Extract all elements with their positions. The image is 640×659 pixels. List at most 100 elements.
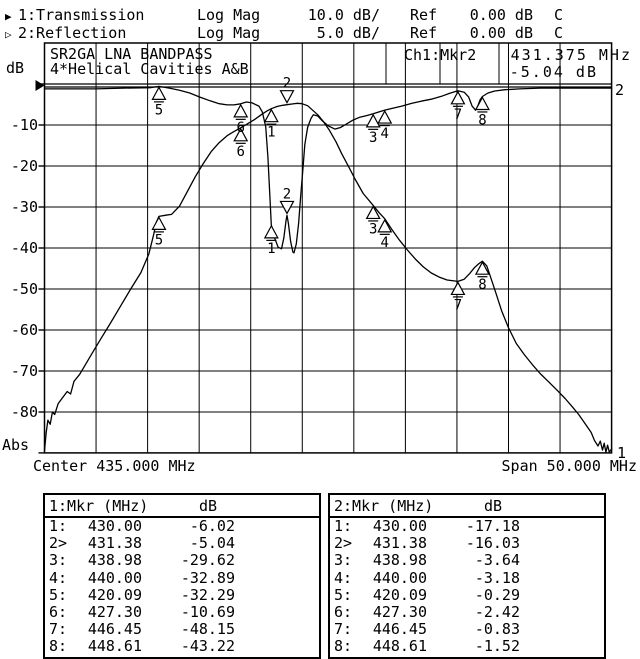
- marker-level-cell: -0.29: [474, 585, 520, 604]
- marker-number-trace2: 4: [381, 126, 389, 142]
- marker-frequency-cell: 448.61: [87, 637, 142, 656]
- marker-frequency-cell: 430.00: [87, 517, 142, 535]
- marker-number-trace2: 7: [454, 107, 462, 123]
- marker-number-trace2: 8: [478, 112, 486, 128]
- marker-number-trace1: 5: [155, 232, 163, 248]
- marker-number-cell: 4:: [49, 568, 68, 587]
- marker-level-cell: -32.89: [180, 568, 235, 587]
- marker-table-trace1: 1:Mkr (MHz) dB 1: 430.00 -6.02 2> 431.38 -5.04 3…: [43, 493, 321, 659]
- marker-triangle-trace1: [151, 216, 167, 230]
- trace2-ref-label: Ref: [410, 24, 438, 42]
- active-marker-value: -5.04 dB: [510, 63, 598, 81]
- y-tick-label: -40: [11, 239, 38, 257]
- marker-triangle-trace1: [474, 260, 490, 275]
- trace2-label: 2:Reflection: [18, 24, 127, 42]
- table-channel-header: 1:Mkr (MHz): [49, 496, 149, 515]
- marker-table-row: 7: 446.45 -48.15: [45, 620, 319, 639]
- trace2-ref-value: 0.00 dB: [469, 24, 533, 42]
- marker-frequency-cell: 440.00: [87, 568, 142, 587]
- trace1-edge-label: 1: [617, 444, 626, 462]
- marker-number-cell: 2>: [334, 534, 353, 553]
- marker-frequency-cell: 430.00: [372, 517, 427, 535]
- marker-number-cell: 6:: [334, 602, 353, 621]
- marker-frequency-cell: 448.61: [372, 637, 427, 656]
- marker-frequency-cell: 420.09: [372, 585, 427, 604]
- marker-number-cell: 7:: [49, 620, 68, 639]
- trace2-format: Log Mag: [197, 24, 261, 42]
- marker-number-trace2: 5: [155, 102, 163, 118]
- marker-frequency-cell: 438.98: [87, 551, 142, 570]
- marker-level-cell: -48.15: [180, 620, 235, 639]
- marker-level-cell: -17.18: [465, 517, 520, 535]
- trace2-scale: 5.0 dB/: [316, 24, 380, 42]
- marker-table-row: 2> 431.38 -5.04: [45, 534, 319, 553]
- marker-triangle-trace2: [263, 224, 279, 239]
- y-axis-unit: dB: [6, 59, 24, 77]
- marker-table-row: 1: 430.00 -6.02: [45, 517, 319, 535]
- marker-level-cell: -3.18: [474, 568, 520, 587]
- trace1-cal-indicator: C: [554, 6, 564, 24]
- marker-number-cell: 4:: [334, 568, 353, 587]
- marker-frequency-cell: 420.09: [87, 585, 142, 604]
- marker-number-cell: 6:: [49, 602, 68, 621]
- marker-level-cell: -29.62: [180, 551, 235, 570]
- marker-number-cell: 1:: [334, 517, 353, 535]
- trace1-format: Log Mag: [197, 6, 261, 24]
- y-tick-label: -20: [11, 157, 38, 175]
- marker-number-cell: 7:: [334, 620, 353, 639]
- trace1-ref-label: Ref: [410, 6, 438, 24]
- y-tick-label: -70: [11, 362, 38, 380]
- marker-number-trace1: 4: [381, 235, 389, 251]
- y-tick-label: -30: [11, 198, 38, 216]
- marker-frequency-cell: 431.38: [87, 534, 142, 553]
- trace2-cal-indicator: C: [554, 24, 564, 42]
- marker-number-trace1: 7: [454, 297, 462, 313]
- y-tick-label: -80: [11, 403, 38, 421]
- marker-number-cell: 5:: [334, 585, 353, 604]
- marker-number-cell: 1:: [49, 517, 68, 535]
- center-frequency-label: Center 435.000 MHz: [33, 457, 196, 475]
- marker-number-trace2: 3: [369, 130, 377, 146]
- marker-number-cell: 8:: [334, 637, 353, 656]
- marker-table-row: 5: 420.09 -32.29: [45, 585, 319, 604]
- marker-level-cell: -6.02: [189, 517, 235, 535]
- plot-title-line2: 4*Helical Cavities A&B: [50, 60, 249, 78]
- marker-frequency-cell: 438.98: [372, 551, 427, 570]
- marker-table-row: 8: 448.61 -43.22: [45, 638, 319, 655]
- trace2-inactive-arrow-icon: ▷: [5, 28, 12, 41]
- channel-marker-label: Ch1:Mkr2: [404, 46, 476, 64]
- active-marker-triangle-trace2: [279, 200, 295, 215]
- marker-level-cell: -0.83: [474, 620, 520, 639]
- marker-number-trace2: 6: [236, 120, 244, 136]
- trace1-label: 1:Transmission: [18, 6, 145, 24]
- marker-level-cell: -2.42: [474, 602, 520, 621]
- marker-triangle-trace1: [365, 205, 381, 220]
- marker-table-row: 4: 440.00 -3.18: [330, 568, 604, 587]
- trace1-scale: 10.0 dB/: [307, 6, 380, 24]
- y-tick-label: -50: [11, 280, 38, 298]
- active-marker-frequency: 431.375 MHz: [511, 46, 632, 64]
- trace-2: [43, 85, 613, 254]
- marker-level-cell: -5.04: [189, 534, 235, 553]
- table-channel-header: 2:Mkr (MHz): [334, 496, 434, 515]
- y-axis-bottom-label: Abs: [2, 436, 29, 454]
- marker-number-cell: 5:: [49, 585, 68, 604]
- marker-frequency-cell: 431.38: [372, 534, 427, 553]
- marker-table-row: 5: 420.09 -0.29: [330, 585, 604, 604]
- marker-level-cell: -3.64: [474, 551, 520, 570]
- marker-number-trace1: 3: [369, 221, 377, 237]
- marker-level-cell: -32.29: [180, 585, 235, 604]
- marker-number-cell: 8:: [49, 637, 68, 656]
- marker-frequency-cell: 446.45: [87, 620, 142, 639]
- marker-triangle-trace2: [365, 113, 381, 128]
- marker-level-cell: -10.69: [180, 602, 235, 621]
- active-marker-number-trace1: 2: [283, 76, 291, 92]
- table-unit-header: dB: [484, 496, 503, 515]
- marker-table-header: 1:Mkr (MHz) dB: [45, 495, 319, 518]
- marker-table-row: 6: 427.30 -10.69: [45, 602, 319, 621]
- marker-number-cell: 2>: [49, 534, 68, 553]
- marker-frequency-cell: 446.45: [372, 620, 427, 639]
- marker-table-header: 2:Mkr (MHz) dB: [330, 495, 604, 518]
